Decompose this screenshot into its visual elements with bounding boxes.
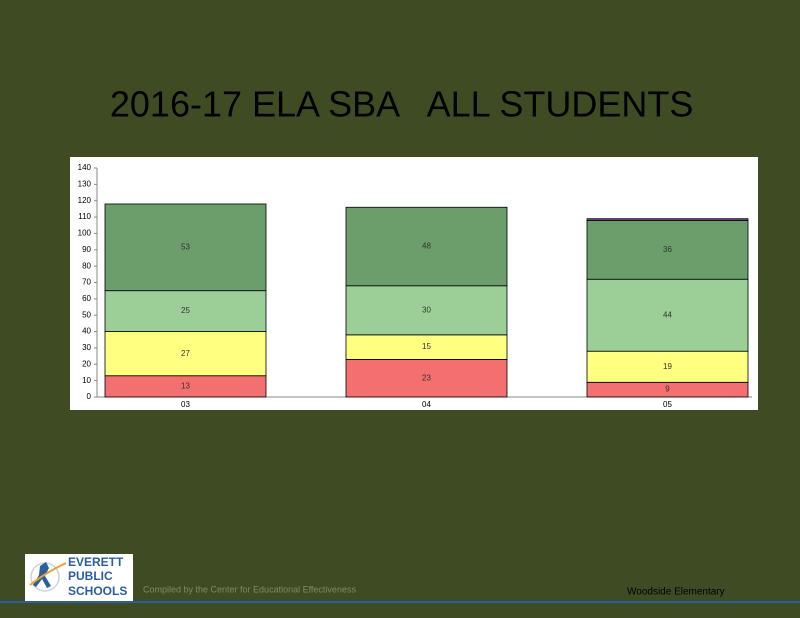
bar-segment: [586, 350, 749, 383]
y-tick-label: 30: [82, 343, 91, 352]
y-tick-label: 50: [82, 310, 91, 319]
footer-credit: Compiled by the Center for Educational E…: [143, 584, 356, 594]
data-label: 25: [181, 306, 190, 315]
bar-segment: [345, 285, 508, 336]
bar-segment: [345, 358, 508, 398]
bar-segment: [345, 206, 508, 287]
y-tick-label: 140: [78, 163, 92, 172]
bar-segment: [104, 290, 267, 332]
data-label: 44: [663, 310, 672, 319]
bar-segment: [104, 203, 267, 292]
logo-swoosh: [29, 562, 67, 586]
y-tick-label: 40: [82, 327, 91, 336]
y-tick-label: 60: [82, 294, 91, 303]
y-tick-label: 110: [78, 212, 91, 221]
logo-text: EVERETT: [68, 555, 124, 569]
data-label: 19: [663, 362, 672, 371]
data-label: 53: [181, 242, 190, 251]
y-tick-label: 10: [82, 376, 91, 385]
chart-subtitle: ALL STUDENTS: [427, 84, 694, 125]
chart-title: 2016-17 ELA SBA: [110, 84, 400, 125]
data-label: 13: [181, 381, 190, 390]
x-tick-label: 03: [181, 400, 190, 409]
data-label: 23: [422, 373, 431, 382]
x-tick-label: 05: [663, 400, 672, 409]
y-tick-label: 130: [78, 179, 92, 188]
data-label: 30: [422, 305, 431, 314]
bar-segment: [104, 331, 267, 377]
bar-segment: [586, 218, 749, 221]
plot: 0 10 20 30 40 50 60 70 80 90 100 110 120 130 140 03 13 27…: [78, 163, 752, 409]
y-tick-label: 120: [78, 196, 92, 205]
footer-school: Woodside Elementary: [627, 587, 725, 598]
bar-segment: [586, 219, 749, 280]
y-tick-label: 0: [87, 392, 92, 401]
y-tick-label: 20: [82, 359, 91, 368]
logo-figure: [33, 562, 51, 588]
data-label: 15: [422, 342, 431, 351]
data-label: 36: [663, 245, 672, 254]
data-label: 48: [422, 242, 431, 251]
bar-segment: [345, 334, 508, 360]
x-tick-label: 04: [422, 400, 431, 409]
y-tick-label: 70: [82, 278, 91, 287]
logo-text: PUBLIC: [68, 569, 113, 583]
y-tick-label: 80: [82, 261, 91, 270]
y-tick-label: 100: [78, 229, 92, 238]
data-label: 27: [181, 349, 190, 358]
logo-text: SCHOOLS: [68, 584, 127, 598]
y-tick-label: 90: [82, 245, 91, 254]
data-label: 9: [665, 385, 670, 394]
